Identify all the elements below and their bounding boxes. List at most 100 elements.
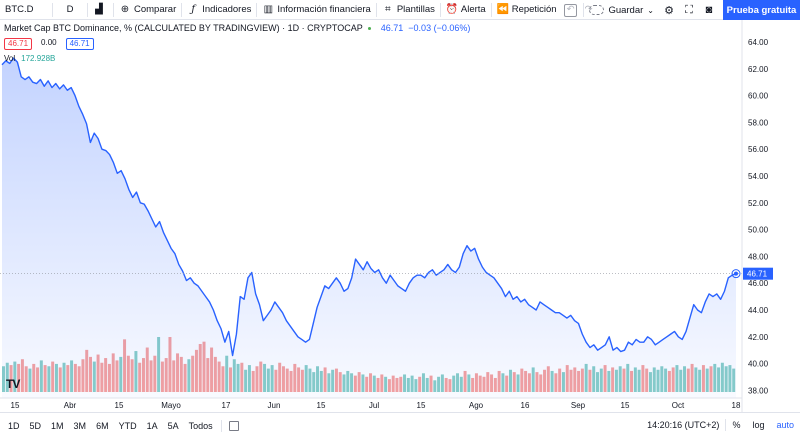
chevron-down-icon: ⌄ [647,5,654,15]
camera-icon: ◙ [705,4,713,16]
compare-button[interactable]: ⊕ Comparar [114,0,181,20]
volume-label: Vol [4,54,16,63]
price-axis-label: 48.00 [748,252,769,261]
gear-icon: ⚙ [664,4,674,17]
last-price-ring [731,269,741,279]
free-trial-button[interactable]: Prueba gratuita [723,0,800,20]
compare-label: Comparar [134,4,177,15]
top-toolbar: BTC.D D ▟ ⊕ Comparar ƒ Indicadores ▥ Inf… [0,0,800,20]
indicators-button[interactable]: ƒ Indicadores [182,0,256,20]
price-axis-label: 52.00 [748,199,769,208]
templates-icon: ⌗ [385,4,391,15]
clock-time[interactable]: 14:20:16 (UTC+2) [647,420,720,430]
area-fill [2,58,736,398]
time-axis-label: Sep [571,401,586,410]
price-axis-label: 64.00 [748,38,769,47]
bottom-right-controls: 14:20:16 (UTC+2) % log auto [641,413,800,437]
last-price-tag [743,267,773,280]
price-axis-label: 56.00 [748,145,769,154]
time-axis-label: Ago [469,401,484,410]
market-status-dot [367,26,371,30]
save-label: Guardar [608,4,644,16]
log-toggle[interactable]: log [752,420,765,430]
bottom-divider [220,419,222,432]
snapshot-button[interactable]: ◙ [699,0,719,20]
symbol-search[interactable]: BTC.D [5,4,34,15]
range-1d[interactable]: 1D [8,420,20,431]
range-todos[interactable]: Todos [188,420,213,431]
price-axis-label: 60.00 [748,92,769,101]
function-icon: ƒ [191,4,196,15]
price-axis-label: 40.00 [748,360,769,369]
series-title: Market Cap BTC Dominance, % (CALCULATED … [4,23,363,33]
range-1m[interactable]: 1M [51,420,64,431]
price-line [1,57,737,357]
range-5d[interactable]: 5D [29,420,42,431]
range-6m[interactable]: 6M [96,420,109,431]
plus-circle-icon: ⊕ [120,4,130,15]
financials-icon: ▥ [263,4,274,15]
range-3m[interactable]: 3M [73,420,87,431]
price-axis-label: 46.00 [748,279,769,288]
bar-chart-icon: ▟ [95,4,103,15]
save-button[interactable]: Guardar ⌄ [584,0,659,20]
time-axis-label: Oct [672,401,685,410]
time-axis-label: 15 [417,401,426,410]
percent-toggle[interactable]: % [732,420,741,430]
interval-selector[interactable]: D [66,4,74,15]
calendar-icon[interactable] [228,420,239,431]
bottom-divider [725,419,727,431]
range-1a[interactable]: 1A [146,420,158,431]
time-axis-label: 15 [11,401,20,410]
alarm-clock-icon: ⏰ [445,4,459,15]
buy-sell-panel: 46.71 0.00 46.71 [4,38,94,50]
time-axis-label: Mayo [161,401,181,410]
replay-button[interactable]: ⏪ Repetición [492,0,562,20]
buy-price-button[interactable]: 46.71 [65,38,94,50]
cloud-icon [589,5,605,15]
undo-button[interactable]: ↶ [562,0,580,20]
toolbar-divider [375,2,377,17]
spread-value: 0.00 [41,38,57,47]
tradingview-logo[interactable]: TV [6,377,20,391]
last-price-tag-label: 46.71 [747,270,768,279]
range-ytd[interactable]: YTD [118,420,137,431]
price-change: −0.03 (−0.06%) [408,23,471,33]
volume-value: 172.928B [21,54,56,63]
price-chart[interactable]: 64.00 62.00 60.00 58.00 56.00 54.00 52.00 50.00… [0,20,800,412]
price-axis-label: 38.00 [748,386,769,395]
layout-select-icon[interactable] [564,3,578,17]
alert-button[interactable]: ⏰ Alerta [441,0,491,20]
range-5a[interactable]: 5A [167,420,179,431]
financials-label: Información financiera [277,4,371,15]
sell-price-button[interactable]: 46.71 [4,38,33,50]
time-axis-label: 18 [732,401,741,410]
templates-button[interactable]: ⌗ Plantillas [377,0,440,20]
toolbar-divider [113,2,114,17]
last-price: 46.71 [380,23,404,33]
toolbar-divider [52,2,53,17]
settings-button[interactable]: ⚙ [659,0,679,20]
chart-style-button[interactable]: ▟ [88,0,113,20]
price-axis-label: 54.00 [748,172,769,181]
price-axis-label: 58.00 [748,118,769,127]
price-axis-label: 62.00 [748,65,769,74]
toolbar-divider [490,2,492,17]
time-axis-label: 16 [521,401,530,410]
toolbar-divider [439,2,441,17]
fullscreen-button[interactable]: ⛶ [679,0,699,20]
templates-label: Plantillas [396,4,435,15]
undo-icon: ↶ [566,4,575,15]
time-axis-label: Jul [369,401,379,410]
last-price-dot [734,271,738,276]
financials-button[interactable]: ▥ Información financiera [257,0,375,20]
rewind-icon: ⏪ [496,4,510,15]
redo-button[interactable]: ↷ [580,0,598,20]
price-axis-label: 42.00 [748,333,769,342]
chart-legend: Market Cap BTC Dominance, % (CALCULATED … [4,23,470,33]
time-axis-label: Abr [64,401,77,410]
auto-toggle[interactable]: auto [776,420,794,430]
alert-label: Alerta [460,4,486,15]
price-axis-label: 50.00 [748,226,769,235]
time-axis-label: 15 [317,401,326,410]
